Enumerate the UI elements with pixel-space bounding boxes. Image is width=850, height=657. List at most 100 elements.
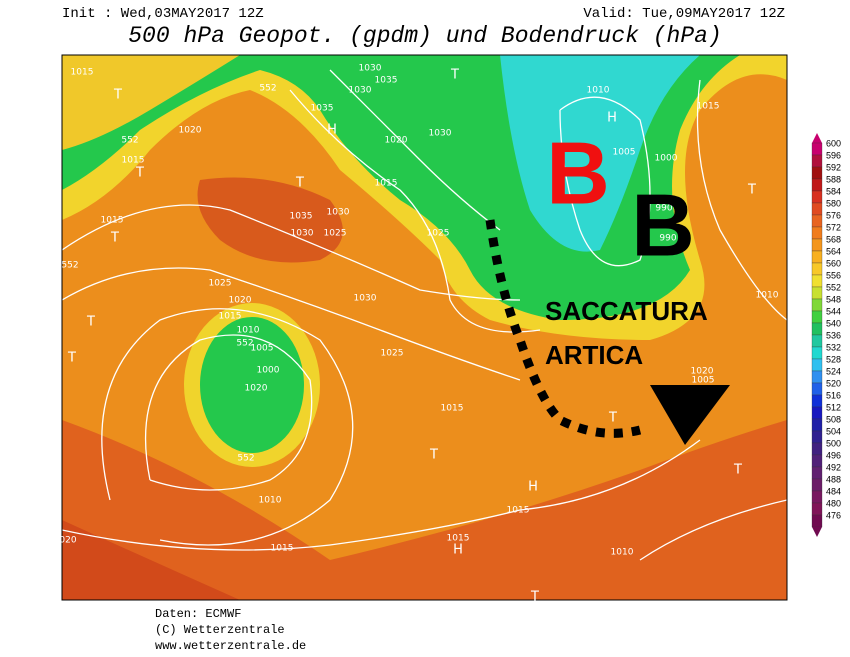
legend-label: 572 <box>826 222 841 232</box>
map-label: 1015 <box>697 102 720 112</box>
map-label: T <box>67 351 76 366</box>
map-label: T <box>110 231 119 246</box>
legend-swatch <box>811 406 823 420</box>
legend-label: 564 <box>826 246 841 256</box>
map-label: 1005 <box>251 344 274 354</box>
legend-label: 508 <box>826 414 841 424</box>
legend-swatch <box>811 394 823 408</box>
legend-label: 584 <box>826 186 841 196</box>
map-label: 1030 <box>359 64 382 74</box>
valid-time: Valid: Tue,09MAY2017 12Z <box>583 6 785 22</box>
legend-label: 476 <box>826 510 841 520</box>
map-label: 552 <box>121 136 138 146</box>
map-label: 1030 <box>354 294 377 304</box>
color-legend: 600 596 592 588 584 580 576 572 568 564 560 556 552 5… <box>811 133 841 537</box>
legend-swatch <box>811 298 823 312</box>
legend-swatch <box>811 226 823 240</box>
legend-swatch <box>811 334 823 348</box>
legend-label: 560 <box>826 258 841 268</box>
legend-label: 488 <box>826 474 841 484</box>
map-label: T <box>608 411 617 426</box>
legend-swatch <box>811 442 823 456</box>
legend-label: 504 <box>826 426 841 436</box>
map-label: T <box>747 183 756 198</box>
legend-label: 500 <box>826 438 841 448</box>
footer-line: Daten: ECMWF <box>155 607 241 621</box>
legend-label: 580 <box>826 198 841 208</box>
map-label: 1000 <box>257 366 280 376</box>
legend-label: 596 <box>826 150 841 160</box>
legend-label: 540 <box>826 318 841 328</box>
legend-label: 492 <box>826 462 841 472</box>
low-marker-red: B <box>546 123 610 222</box>
map-label: H <box>327 123 337 138</box>
legend-swatch <box>811 346 823 360</box>
legend-label: 516 <box>826 390 841 400</box>
legend-label: 552 <box>826 282 841 292</box>
legend-swatch <box>811 286 823 300</box>
map-label: 1015 <box>122 156 145 166</box>
map-label: 990 <box>655 204 672 214</box>
low-marker-black: B <box>631 175 695 274</box>
legend-swatch <box>811 142 823 156</box>
map-label: 1020 <box>229 296 252 306</box>
map-label: 1025 <box>209 279 232 289</box>
legend-label: 512 <box>826 402 841 412</box>
map-label: 1035 <box>375 76 398 86</box>
legend-label: 568 <box>826 234 841 244</box>
map-label: 1000 <box>655 154 678 164</box>
map-label: 1035 <box>290 212 313 222</box>
map-label: 1030 <box>429 129 452 139</box>
map-label: 1020 <box>245 384 268 394</box>
legend-label: 576 <box>826 210 841 220</box>
map-label: 1020 <box>179 126 202 136</box>
map-label: T <box>733 463 742 478</box>
footer-line: www.wetterzentrale.de <box>155 639 306 653</box>
legend-swatch <box>811 418 823 432</box>
legend-label: 600 <box>826 138 841 148</box>
legend-label: 592 <box>826 162 841 172</box>
legend-swatch <box>811 238 823 252</box>
annotation-line: SACCATURA <box>545 296 708 326</box>
legend-swatch <box>811 514 823 528</box>
legend-swatch <box>811 154 823 168</box>
legend-swatch <box>811 502 823 516</box>
legend-label: 544 <box>826 306 841 316</box>
legend-label: 588 <box>826 174 841 184</box>
legend-swatch <box>811 250 823 264</box>
map-label: 1015 <box>101 216 124 226</box>
map-label: 1035 <box>311 104 334 114</box>
legend-label: 480 <box>826 498 841 508</box>
legend-label: 484 <box>826 486 841 496</box>
legend-label: 532 <box>826 342 841 352</box>
map-label: H <box>607 111 617 126</box>
map-label: T <box>429 448 438 463</box>
legend-swatch <box>811 190 823 204</box>
map-label: 1015 <box>507 506 530 516</box>
map-label: H <box>453 543 463 558</box>
legend-swatch <box>811 430 823 444</box>
legend-swatch <box>811 262 823 276</box>
map-label: 1025 <box>427 229 450 239</box>
legend-swatch <box>811 466 823 480</box>
map-label: 552 <box>237 454 254 464</box>
legend-label: 556 <box>826 270 841 280</box>
map-label: 1015 <box>219 312 242 322</box>
legend-swatch <box>811 490 823 504</box>
map-label: 1010 <box>237 326 260 336</box>
legend-swatch <box>811 214 823 228</box>
legend-swatch <box>811 478 823 492</box>
map-label: T <box>135 166 144 181</box>
map-label: 1010 <box>611 548 634 558</box>
legend-swatch <box>811 370 823 384</box>
legend-swatch <box>811 358 823 372</box>
map-label: 1030 <box>349 86 372 96</box>
map-label: T <box>113 88 122 103</box>
legend-arrow <box>812 133 822 143</box>
map-title: 500 hPa Geopot. (gpdm) und Bodendruck (h… <box>128 23 722 49</box>
map-label: 1030 <box>291 229 314 239</box>
map-label: 1020 <box>385 136 408 146</box>
map-label: 1020 <box>691 367 714 377</box>
